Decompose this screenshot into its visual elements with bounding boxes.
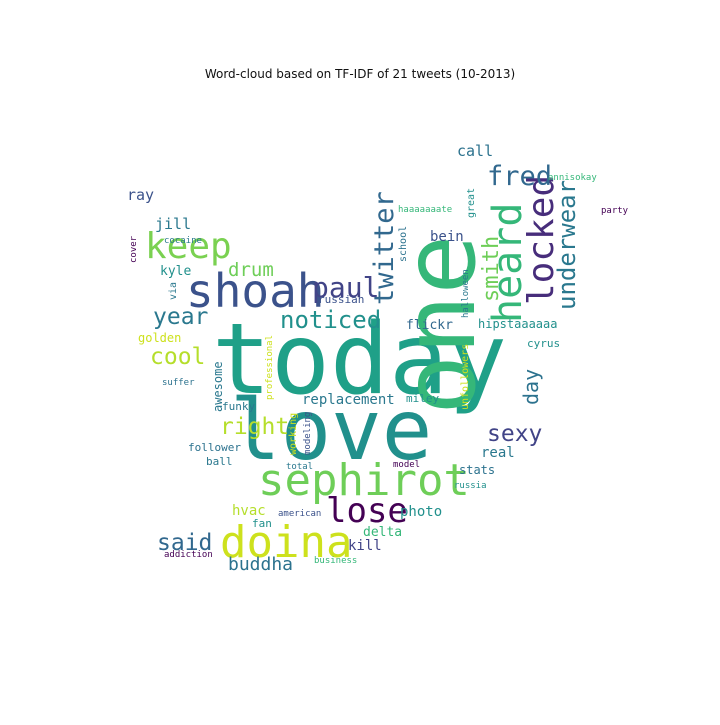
word-delta: delta <box>363 525 402 540</box>
word-russia: russia <box>454 481 487 491</box>
word-fan: fan <box>252 517 272 530</box>
word-modeling: modeling <box>303 412 313 455</box>
word-awesome: awesome <box>211 361 225 412</box>
word-fred: fred <box>487 161 552 192</box>
word-noticed: noticed <box>280 306 381 334</box>
word-school: school <box>398 226 409 262</box>
word-ball: ball <box>206 455 233 468</box>
word-replacement: replacement <box>302 392 395 408</box>
word-funky: funky <box>222 400 255 413</box>
word-via: via <box>168 282 179 300</box>
word-twitter: twitter <box>369 191 400 305</box>
word-smith: smith <box>479 236 504 302</box>
word-real: real <box>481 445 515 461</box>
word-russian: russian <box>318 293 364 306</box>
word-buddha: buddha <box>228 554 293 575</box>
word-golden: golden <box>138 331 181 345</box>
word-cyrus: cyrus <box>527 337 560 350</box>
word-haaaaaaate: haaaaaaate <box>398 205 452 215</box>
word-business: business <box>314 556 357 566</box>
word-cocaine: cocaine <box>164 236 202 246</box>
word-great: great <box>466 188 477 218</box>
word-party: party <box>601 206 629 216</box>
word-right: right <box>220 414 289 440</box>
word-professional: professional <box>265 335 275 400</box>
word-american: american <box>278 509 321 519</box>
word-call: call <box>457 142 493 160</box>
word-paul: paul <box>312 271 379 304</box>
word-said: said <box>157 530 212 556</box>
word-halloween: halloween <box>461 269 471 318</box>
word-working: working <box>288 413 299 455</box>
word-addiction: addiction <box>164 550 213 560</box>
word-bein: bein <box>430 229 464 245</box>
word-keep: keep <box>145 226 232 267</box>
word-year: year <box>153 304 208 330</box>
word-drum: drum <box>228 259 274 281</box>
word-today: today <box>212 303 507 417</box>
word-doina: doina <box>220 517 352 568</box>
word-suffer: suffer <box>162 378 195 388</box>
word-unfollowers: unfollowers <box>460 344 471 410</box>
word-cool: cool <box>150 344 205 370</box>
word-kill: kill <box>348 538 382 554</box>
word-kyle: kyle <box>160 264 191 279</box>
word-miley: miley <box>406 392 439 405</box>
word-annisokay: annisokay <box>548 173 597 183</box>
word-shoah: shoah <box>186 264 324 318</box>
word-heard: heard <box>485 203 531 323</box>
word-model: model <box>393 460 420 470</box>
word-day: day <box>519 369 543 405</box>
word-ray: ray <box>127 186 154 204</box>
word-flickr: flickr <box>406 318 453 333</box>
word-stats: stats <box>459 463 495 477</box>
word-hvac: hvac <box>232 503 266 519</box>
word-lose: lose <box>326 491 408 531</box>
word-underwear: underwear <box>553 180 581 310</box>
word-hipstaaaaaa: hipstaaaaaa <box>478 317 557 331</box>
word-cover: cover <box>129 235 139 263</box>
word-sexy: sexy <box>487 421 542 447</box>
word-jill: jill <box>155 215 191 233</box>
word-love: love <box>230 381 432 479</box>
word-photo: photo <box>400 504 442 520</box>
chart-title: Word-cloud based on TF-IDF of 21 tweets … <box>204 67 516 81</box>
word-one: one <box>381 234 498 415</box>
word-follower: follower <box>188 441 241 454</box>
word-total: total <box>286 462 313 472</box>
word-sephirot: sephirot <box>258 455 470 506</box>
word-locked: locked <box>521 175 562 305</box>
